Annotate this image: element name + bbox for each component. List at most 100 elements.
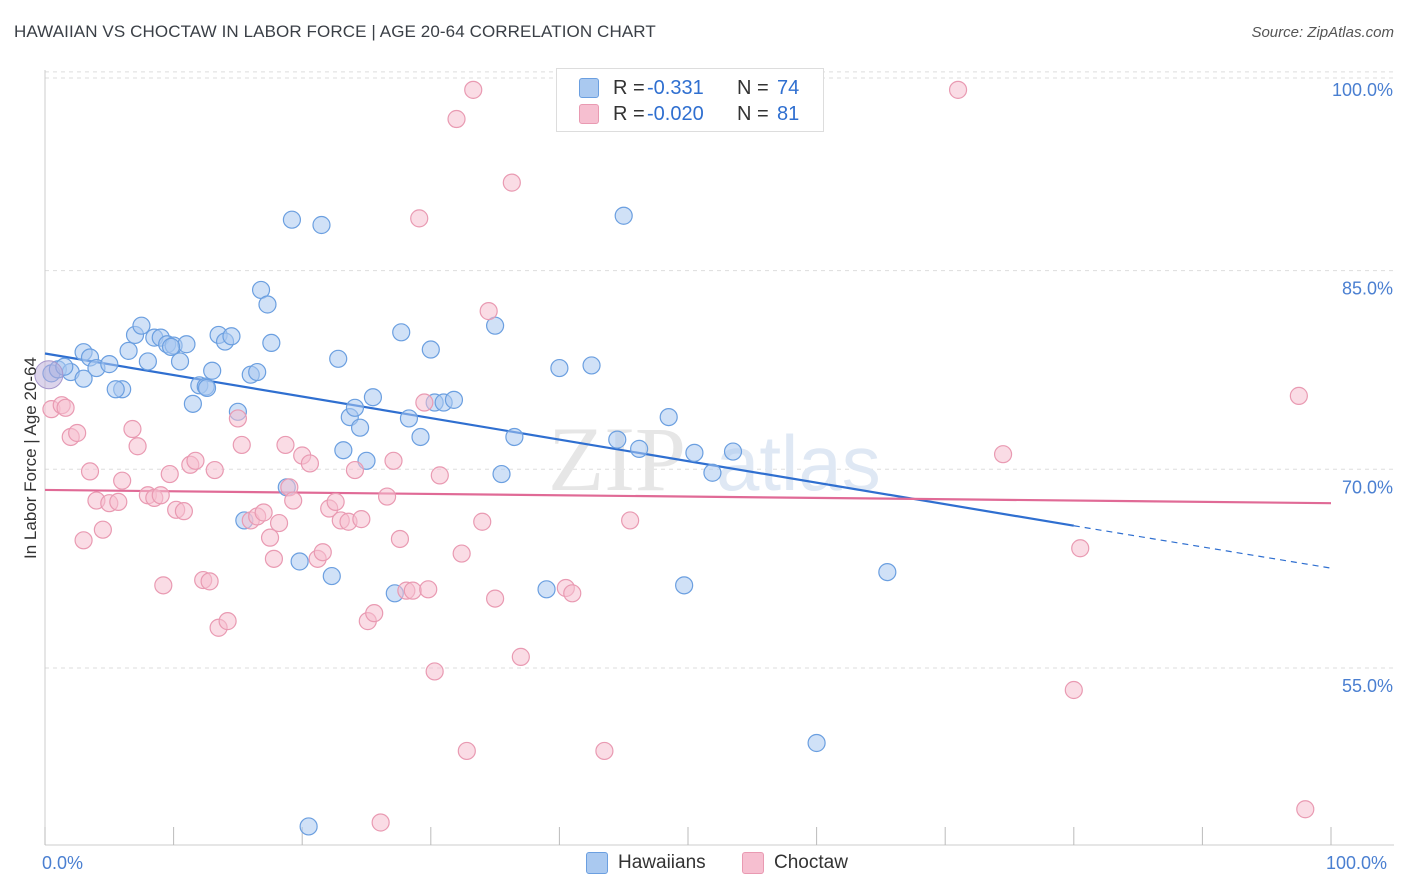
hawaiian-point: [537, 580, 556, 599]
choctaw-point: [68, 423, 87, 443]
hawaiian-point: [197, 378, 217, 398]
hawaiian-point: [119, 341, 138, 360]
watermark: ZIP atlas: [548, 408, 881, 510]
choctaw-point: [200, 572, 219, 591]
hawaiian-point: [138, 352, 157, 371]
hawaiian-point: [350, 418, 370, 437]
choctaw-point: [365, 604, 384, 623]
hawaiian-point: [723, 442, 743, 461]
choctaw-point: [300, 454, 320, 473]
x-tick-label-min: 0.0%: [42, 853, 83, 873]
choctaw-point: [415, 393, 434, 412]
hawaiian-point: [177, 335, 196, 354]
choctaw-point: [56, 398, 75, 417]
overlap-point: [34, 360, 64, 390]
choctaw-point: [93, 520, 112, 539]
choctaw-point: [621, 511, 640, 530]
y-tick-label: 100.0%: [1332, 80, 1393, 100]
hawaiian-point: [630, 439, 649, 458]
hawaiian-point: [183, 394, 202, 413]
y-tick-label: 70.0%: [1342, 477, 1393, 497]
choctaw-swatch: [579, 104, 599, 124]
r-value: -0.020: [647, 102, 704, 125]
hawaiian-point: [345, 398, 365, 417]
choctaw-point: [502, 173, 521, 192]
hawaiian-point: [248, 362, 267, 382]
n-label: N =: [737, 76, 769, 99]
choctaw-point: [452, 544, 471, 563]
choctaw-point: [232, 435, 251, 455]
hawaiian-point: [329, 349, 348, 368]
choctaw-point: [260, 528, 280, 547]
n-value: 81: [777, 102, 800, 125]
choctaw-point: [205, 460, 224, 480]
choctaw-point: [284, 491, 303, 510]
choctaw-point: [1289, 386, 1308, 405]
choctaw-point: [276, 435, 295, 455]
hawaiian-point: [363, 388, 383, 407]
choctaw-point: [80, 462, 100, 481]
hawaiian-point: [132, 316, 151, 335]
choctaw-point: [473, 512, 492, 531]
choctaw-point: [254, 503, 273, 522]
choctaw-point: [228, 409, 247, 428]
n-label: N =: [737, 102, 769, 125]
hawaiian-point: [322, 566, 341, 586]
source-credit: Source: ZipAtlas.com: [1251, 24, 1394, 41]
r-label: R =: [613, 76, 645, 99]
hawaiian-point: [282, 210, 302, 229]
choctaw-point: [174, 502, 193, 521]
choctaw-point: [993, 445, 1013, 464]
hawaiian-point: [290, 552, 309, 571]
hawaiian-point: [74, 369, 93, 388]
choctaw-point: [128, 437, 147, 456]
hawaiian-point: [312, 215, 331, 235]
hawaiian-point: [106, 380, 125, 399]
choctaw-point: [410, 209, 429, 228]
choctaw-legend-label: Choctaw: [774, 852, 848, 873]
choctaw-point: [425, 662, 444, 681]
choctaw-point: [74, 531, 93, 550]
choctaw-point: [352, 510, 371, 529]
choctaw-point: [218, 612, 237, 631]
hawaiian-point: [399, 409, 419, 428]
hawaiian-trendline-extension: [1073, 525, 1332, 569]
hawaiians-swatch: [579, 78, 599, 98]
legend-item-choctaw: Choctaw: [742, 852, 848, 874]
hawaiian-point: [608, 430, 627, 449]
hawaiian-point: [203, 361, 222, 380]
hawaiian-point: [421, 340, 440, 359]
hawaiian-point: [170, 352, 190, 371]
choctaw-point: [1071, 539, 1090, 558]
series-legend: Hawaiians Choctaw: [0, 852, 1406, 876]
y-tick-label: 85.0%: [1342, 279, 1393, 299]
hawaiian-point: [505, 427, 524, 447]
choctaw-point: [563, 584, 582, 603]
hawaiian-point: [262, 333, 281, 353]
choctaw-point: [384, 451, 403, 470]
hawaiian-point: [675, 576, 694, 595]
watermark-zip: ZIP: [548, 408, 686, 510]
choctaw-point: [403, 581, 422, 600]
choctaw-point: [419, 580, 438, 599]
choctaw-point: [123, 419, 142, 439]
trendlines: [44, 352, 1332, 569]
choctaw-point: [486, 589, 505, 608]
choctaw-point: [313, 543, 332, 562]
legend-row-choctaw: R = -0.020 N = 81: [579, 102, 799, 126]
choctaw-point: [371, 813, 390, 832]
correlation-legend: R = -0.331 N = 74 R = -0.020 N = 81: [556, 68, 824, 132]
r-label: R =: [613, 102, 645, 125]
hawaiian-point: [492, 464, 511, 484]
hawaiian-point: [807, 733, 826, 753]
hawaiian-point: [550, 358, 569, 378]
choctaw-point: [269, 513, 289, 533]
hawaiians-legend-label: Hawaiians: [618, 852, 706, 873]
choctaw-point: [160, 464, 179, 484]
choctaw-point: [464, 80, 483, 99]
choctaw-point: [457, 741, 476, 761]
hawaiian-point: [703, 463, 722, 482]
hawaiian-point: [614, 206, 633, 225]
choctaw-trendline: [44, 488, 1332, 505]
